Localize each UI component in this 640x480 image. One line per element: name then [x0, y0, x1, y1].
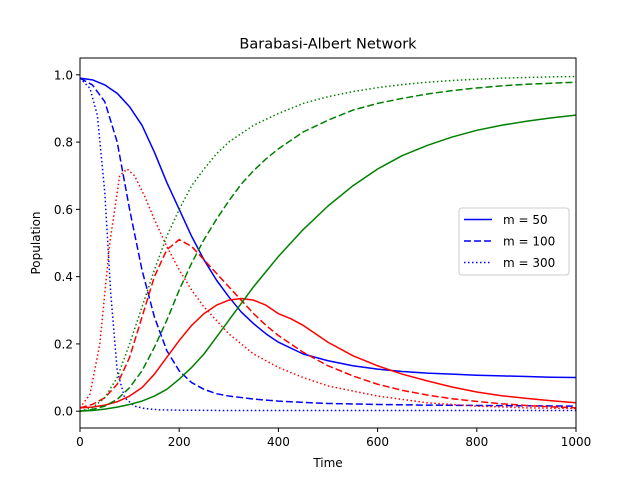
y-tick-label: 0.0 [54, 405, 73, 419]
x-tick-label: 0 [76, 435, 84, 449]
legend-label-2: m = 100 [503, 235, 555, 249]
y-tick-label: 1.0 [54, 68, 73, 82]
series-line-3 [79, 77, 576, 412]
y-tick-label: 0.6 [54, 203, 73, 217]
series-line-4 [79, 297, 577, 409]
y-tick-label: 0.2 [54, 337, 73, 351]
legend-label-3: m = 300 [503, 256, 555, 270]
legend-box [458, 207, 570, 276]
x-axis-label: Time [312, 456, 342, 470]
series-line-9 [79, 75, 577, 412]
legend: m = 50 m = 100 m = 300 [458, 207, 570, 276]
series-layer [79, 75, 577, 412]
series-line-2 [79, 77, 577, 407]
legend-label-1: m = 50 [503, 213, 548, 227]
x-tick-label: 400 [267, 435, 290, 449]
y-tick-label: 0.8 [54, 136, 73, 150]
series-line-7 [79, 114, 577, 412]
series-line-5 [79, 238, 577, 409]
x-axis-ticks: 0 200 400 600 800 1000 [76, 428, 591, 449]
plot-frame [79, 57, 577, 429]
chart-title: Barabasi-Albert Network [239, 37, 417, 53]
x-tick-label: 1000 [561, 435, 592, 449]
series-line-8 [79, 81, 577, 412]
x-tick-label: 800 [465, 435, 488, 449]
x-tick-label: 600 [366, 435, 389, 449]
y-tick-label: 0.4 [54, 270, 73, 284]
y-axis-ticks: 0.0 0.2 0.4 0.6 0.8 1.0 [54, 68, 80, 419]
y-axis-label: Population [29, 211, 43, 274]
series-line-1 [79, 77, 577, 379]
x-tick-label: 200 [168, 435, 191, 449]
